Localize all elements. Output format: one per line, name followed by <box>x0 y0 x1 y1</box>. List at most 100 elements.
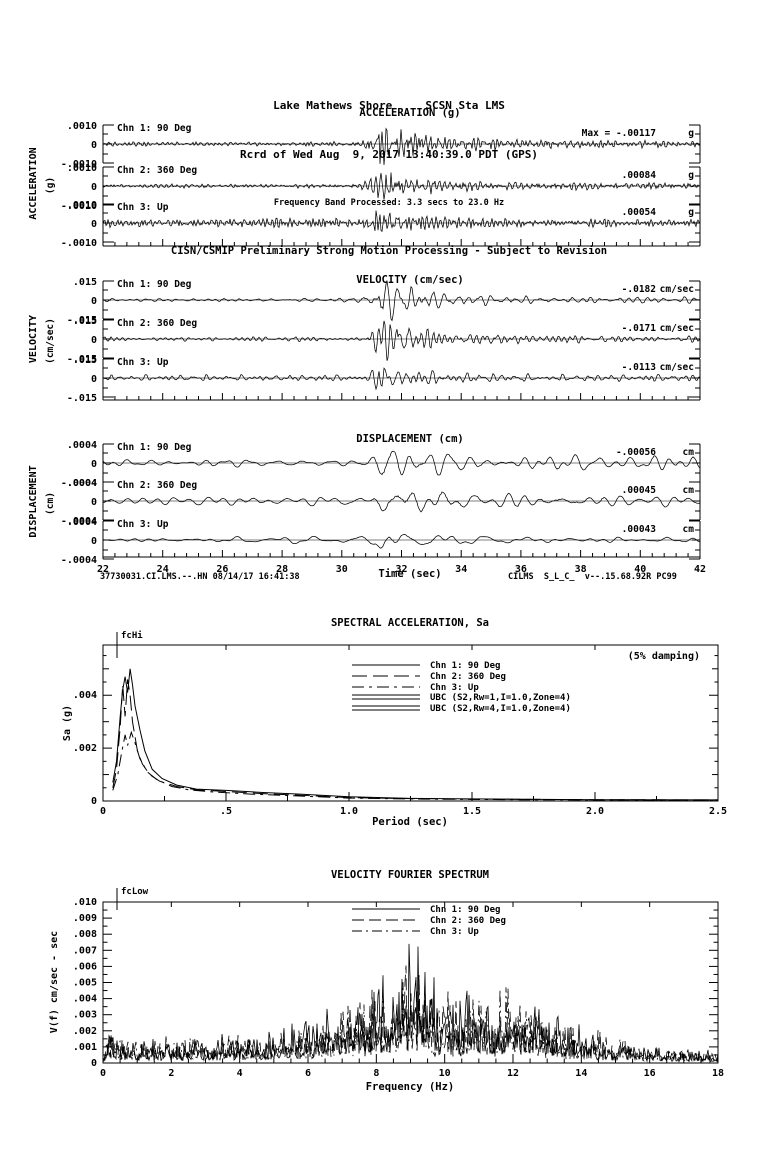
station-title: Lake Mathews Shore SCSN Sta LMS <box>273 99 505 112</box>
svg-text:cm: cm <box>683 485 695 496</box>
svg-text:UBC (S2,Rw=4,I=1.0,Zone=4): UBC (S2,Rw=4,I=1.0,Zone=4) <box>430 704 571 714</box>
svg-text:8: 8 <box>373 1068 379 1079</box>
svg-text:.003: .003 <box>73 1010 97 1021</box>
channel-strip: .015 0 -.015 Chn 2: 360 Deg -.0171 cm/sec <box>67 316 701 365</box>
svg-text:28: 28 <box>276 564 288 575</box>
fclow-cutoff-marker: fcLow <box>116 887 149 910</box>
svg-text:VELOCITY: VELOCITY <box>28 315 39 363</box>
svg-text:.015: .015 <box>73 355 97 366</box>
svg-text:36: 36 <box>515 564 527 575</box>
svg-text:cm: cm <box>683 447 695 458</box>
svg-text:.015: .015 <box>73 277 97 288</box>
report-header: Lake Mathews Shore SCSN Sta LMS Rcrd of … <box>0 62 778 295</box>
svg-text:fcLow: fcLow <box>121 887 149 897</box>
svg-text:.00045: .00045 <box>622 485 657 496</box>
svg-text:30: 30 <box>336 564 348 575</box>
svg-text:g: g <box>688 128 694 139</box>
processing-version: CILMS S_L_C_ v--.15.68.92R PC99 <box>508 572 677 582</box>
period-axis-label: Period (sec) <box>372 816 448 828</box>
svg-text:.002: .002 <box>73 1026 97 1037</box>
svg-text:cm/sec: cm/sec <box>660 284 694 295</box>
svg-text:.00043: .00043 <box>622 524 657 535</box>
channel-strip: .0004 0 -.0004 Chn 3: Up .00043 cm <box>61 517 701 566</box>
svg-text:.0004: .0004 <box>67 440 97 451</box>
svg-text:-.0010: -.0010 <box>61 159 97 170</box>
svg-text:cm/sec: cm/sec <box>660 323 694 334</box>
svg-text:-.015: -.015 <box>67 315 97 326</box>
svg-text:Chn 1: 90 Deg: Chn 1: 90 Deg <box>117 279 192 290</box>
svg-text:DISPLACEMENT: DISPLACEMENT <box>28 465 39 537</box>
svg-text:.0004: .0004 <box>67 517 97 528</box>
svg-text:.0010: .0010 <box>67 200 97 211</box>
waveform-trace <box>102 450 701 476</box>
sa-curve <box>112 730 718 801</box>
svg-text:12: 12 <box>507 1068 519 1079</box>
svg-text:.009: .009 <box>73 913 97 924</box>
svg-text:ACCELERATION: ACCELERATION <box>28 147 39 219</box>
svg-text:Chn 1: 90 Deg: Chn 1: 90 Deg <box>430 661 500 671</box>
waveform-trace <box>102 534 701 549</box>
waveform-trace <box>102 320 701 361</box>
svg-text:0: 0 <box>91 1058 97 1069</box>
channel-strip: .0004 0 -.0004 Chn 2: 360 Deg .00045 cm <box>61 478 701 527</box>
svg-text:-.0010: -.0010 <box>61 238 97 249</box>
waveform-trace <box>102 280 701 322</box>
processing-disclaimer: CISN/CSMIP Preliminary Strong Motion Pro… <box>170 245 608 257</box>
svg-text:.015: .015 <box>73 316 97 327</box>
svg-text:0: 0 <box>91 497 97 508</box>
svg-text:g: g <box>688 207 694 218</box>
side-labels: DISPLACEMENT (cm) <box>28 465 56 537</box>
velocity-timeseries-svg: VELOCITY (cm/sec) .015 0 -.015 Chn 1: 90 Deg -… <box>28 277 701 404</box>
svg-text:Chn 1: 90 Deg: Chn 1: 90 Deg <box>117 123 192 134</box>
svg-text:Chn 3: Up: Chn 3: Up <box>430 927 479 937</box>
svg-text:.0010: .0010 <box>67 121 97 132</box>
record-footer: 37730031.CI.LMS.--.HN 08/14/17 16:41:38 … <box>0 568 778 588</box>
sa-curve <box>112 668 718 801</box>
svg-text:0: 0 <box>91 182 97 193</box>
displacement-title: DISPLACEMENT (cm) <box>356 433 464 445</box>
svg-text:0: 0 <box>91 296 97 307</box>
record-timestamp: Rcrd of Wed Aug 9, 2017 13:40:39.0 PDT (… <box>239 148 538 161</box>
sa-curves <box>112 668 718 801</box>
waveform-trace <box>102 127 701 166</box>
sa-curve <box>112 679 718 801</box>
svg-text:0: 0 <box>91 374 97 385</box>
svg-text:-.0004: -.0004 <box>61 478 97 489</box>
svg-text:0: 0 <box>91 140 97 151</box>
time-axis <box>102 392 701 401</box>
svg-text:(cm/sec): (cm/sec) <box>45 318 56 364</box>
svg-text:0: 0 <box>91 459 97 470</box>
channel-strip: .0010 0 -.0010 Chn 1: 90 Deg Max = -.00117 g <box>61 121 701 170</box>
svg-text:4: 4 <box>237 1068 243 1079</box>
acceleration-timeseries-svg: ACCELERATION (g) .0010 0 -.0010 Chn 1: 90 Deg… <box>28 121 701 249</box>
svg-text:42: 42 <box>694 564 706 575</box>
svg-text:34: 34 <box>455 564 467 575</box>
svg-text:-.0113: -.0113 <box>622 362 657 373</box>
waveform-trace <box>102 210 701 233</box>
svg-text:.00054: .00054 <box>622 207 657 218</box>
svg-text:1.0: 1.0 <box>340 806 358 817</box>
svg-text:Chn 2: 360 Deg: Chn 2: 360 Deg <box>430 916 506 926</box>
waveform-trace <box>102 172 700 200</box>
svg-text:26: 26 <box>216 564 228 575</box>
svg-text:Chn 3: Up: Chn 3: Up <box>117 202 169 213</box>
svg-text:.0004: .0004 <box>67 478 97 489</box>
svg-text:Max = -.00117: Max = -.00117 <box>582 128 656 139</box>
svg-text:-.015: -.015 <box>67 393 97 404</box>
svg-text:6: 6 <box>305 1068 311 1079</box>
record-id: 37730031.CI.LMS.--.HN 08/14/17 16:41:38 <box>100 572 300 582</box>
svg-text:Chn 3: Up: Chn 3: Up <box>117 357 169 368</box>
svg-text:.5: .5 <box>220 806 232 817</box>
svg-text:-.0004: -.0004 <box>61 516 97 527</box>
svg-text:(5% damping): (5% damping) <box>628 650 700 662</box>
svg-text:.002: .002 <box>73 743 97 754</box>
velocity-title: VELOCITY (cm/sec) <box>356 274 464 286</box>
svg-text:18: 18 <box>712 1068 724 1079</box>
svg-text:.004: .004 <box>73 690 97 701</box>
svg-text:.005: .005 <box>73 978 97 989</box>
svg-text:40: 40 <box>634 564 646 575</box>
svg-text:Chn 2: 360 Deg: Chn 2: 360 Deg <box>430 672 506 682</box>
